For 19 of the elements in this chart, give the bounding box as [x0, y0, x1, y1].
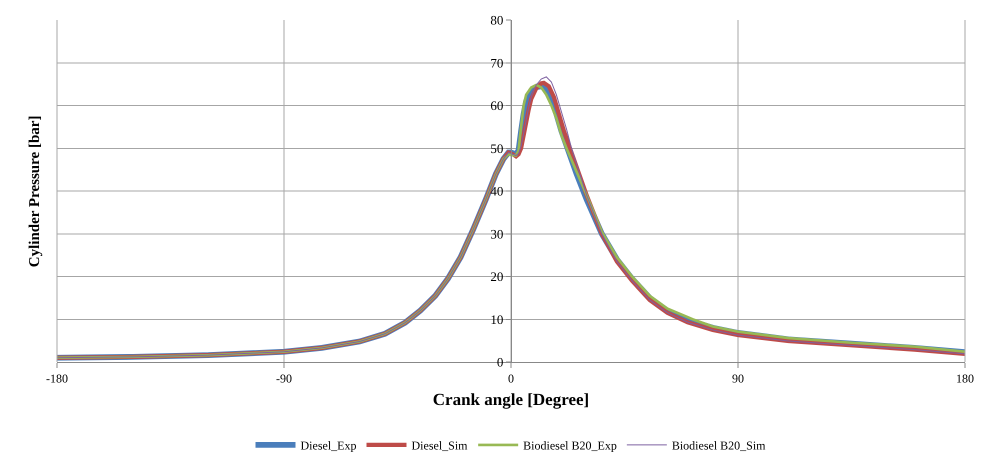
x-tick-label: -180 — [46, 371, 68, 386]
x-tick-label: -90 — [276, 371, 292, 386]
x-tick-label: 180 — [956, 371, 974, 386]
y-tick-label: 20 — [490, 269, 504, 284]
y-tick-label: 60 — [490, 98, 504, 114]
y-tick-label: 10 — [490, 312, 504, 327]
legend-label: Biodiesel B20_Exp — [523, 438, 617, 453]
x-tick-label: 90 — [732, 371, 744, 386]
legend-label: Biodiesel B20_Sim — [672, 438, 766, 453]
y-tick-label: 30 — [490, 226, 504, 242]
y-tick-label: 0 — [496, 354, 504, 370]
y-tick-label: 50 — [490, 140, 504, 156]
y-axis-title: Cylinder Pressure [bar] — [27, 116, 44, 268]
x-axis-title: Crank angle [Degree] — [432, 390, 590, 409]
y-tick-label: 70 — [490, 55, 504, 70]
y-tick-label: 80 — [490, 12, 504, 28]
x-tick-label: 0 — [508, 371, 514, 386]
legend-label: Diesel_Sim — [412, 438, 468, 453]
legend-label: Diesel_Exp — [300, 438, 356, 453]
